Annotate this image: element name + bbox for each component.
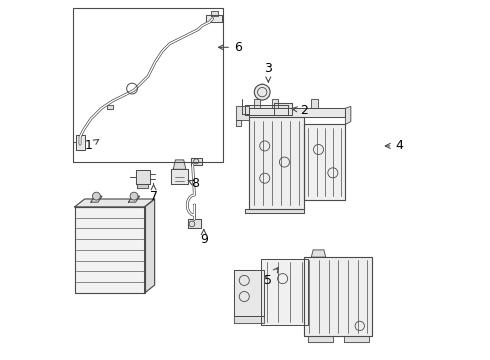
Polygon shape bbox=[245, 105, 288, 116]
Polygon shape bbox=[173, 160, 186, 169]
Text: 8: 8 bbox=[188, 177, 199, 190]
Polygon shape bbox=[91, 196, 102, 202]
Polygon shape bbox=[74, 207, 145, 293]
Polygon shape bbox=[248, 117, 304, 209]
Polygon shape bbox=[234, 316, 264, 323]
Text: 6: 6 bbox=[219, 41, 242, 54]
Polygon shape bbox=[128, 196, 140, 202]
Text: 1: 1 bbox=[85, 139, 99, 152]
Polygon shape bbox=[191, 158, 201, 165]
Text: 9: 9 bbox=[200, 229, 208, 246]
Text: 5: 5 bbox=[264, 267, 278, 287]
Text: 4: 4 bbox=[385, 139, 403, 152]
Circle shape bbox=[93, 192, 100, 200]
Polygon shape bbox=[74, 199, 155, 207]
Polygon shape bbox=[345, 107, 351, 125]
Circle shape bbox=[130, 192, 138, 200]
Polygon shape bbox=[308, 336, 333, 342]
Polygon shape bbox=[211, 11, 218, 16]
Polygon shape bbox=[145, 199, 155, 293]
Polygon shape bbox=[255, 84, 269, 100]
Polygon shape bbox=[343, 336, 368, 342]
Polygon shape bbox=[311, 250, 326, 257]
Polygon shape bbox=[234, 270, 264, 316]
Text: 3: 3 bbox=[265, 62, 272, 82]
Polygon shape bbox=[248, 108, 345, 117]
Polygon shape bbox=[76, 135, 85, 149]
Polygon shape bbox=[236, 107, 248, 120]
Polygon shape bbox=[261, 259, 308, 325]
Polygon shape bbox=[311, 99, 318, 108]
Polygon shape bbox=[272, 99, 278, 108]
Polygon shape bbox=[73, 8, 223, 162]
Text: 7: 7 bbox=[149, 184, 158, 203]
Polygon shape bbox=[205, 15, 221, 22]
Polygon shape bbox=[136, 170, 150, 184]
Polygon shape bbox=[304, 257, 372, 336]
Polygon shape bbox=[254, 99, 260, 108]
Polygon shape bbox=[172, 169, 188, 184]
Text: 2: 2 bbox=[292, 104, 308, 117]
Polygon shape bbox=[304, 125, 345, 200]
Polygon shape bbox=[274, 103, 292, 116]
Polygon shape bbox=[236, 120, 242, 126]
Polygon shape bbox=[107, 105, 113, 109]
Polygon shape bbox=[245, 209, 304, 213]
Circle shape bbox=[254, 84, 270, 100]
Polygon shape bbox=[188, 220, 201, 228]
Polygon shape bbox=[137, 184, 148, 188]
